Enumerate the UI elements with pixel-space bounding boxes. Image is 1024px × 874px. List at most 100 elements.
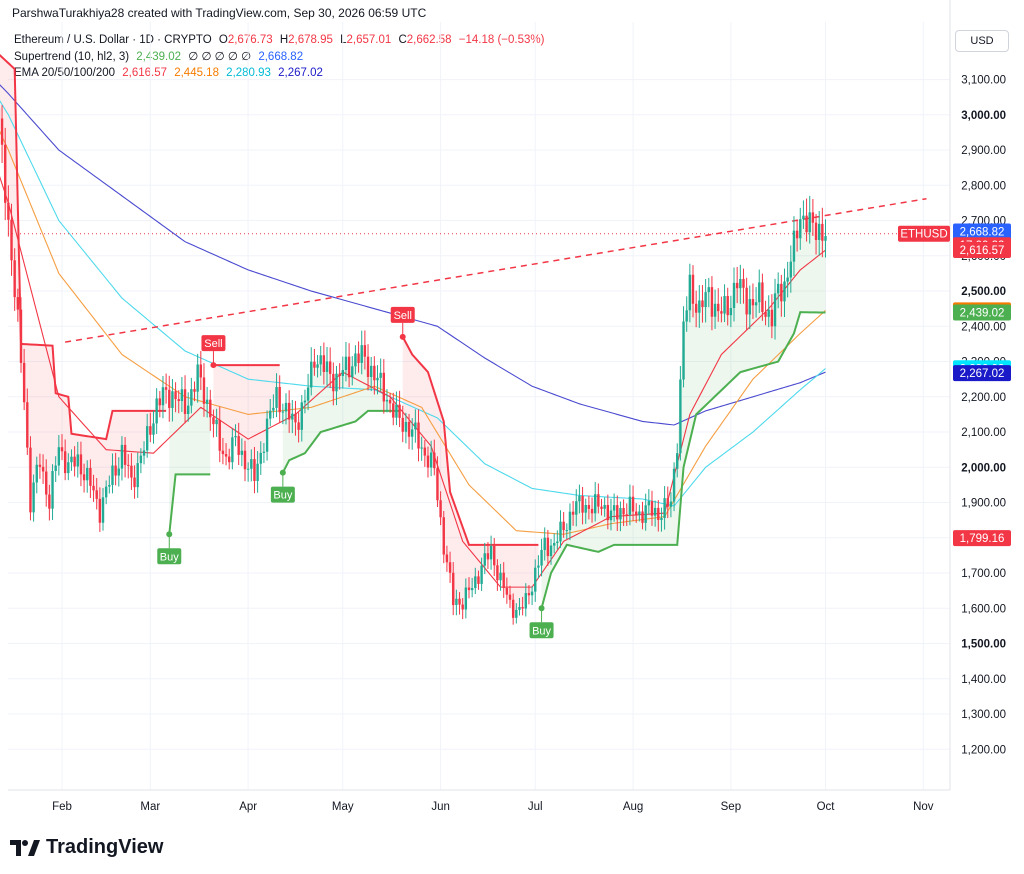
candle-body xyxy=(417,422,420,449)
candle xyxy=(597,483,600,514)
candle-body xyxy=(770,309,774,327)
legend-symbol[interactable]: Ethereum / U.S. Dollar · 1D · CRYPTO xyxy=(14,34,212,46)
candle-body xyxy=(568,511,572,531)
signal-box xyxy=(201,335,226,352)
candle-body xyxy=(291,413,294,420)
candle-body xyxy=(120,444,124,469)
candle-body xyxy=(735,282,739,289)
candle-body xyxy=(603,504,606,509)
candle-body xyxy=(38,464,42,467)
candle-body xyxy=(723,296,726,314)
candle xyxy=(246,462,250,482)
candle-body xyxy=(508,594,512,600)
candle-body xyxy=(196,364,199,392)
x-tick-label: Sep xyxy=(721,801,741,813)
candle-body xyxy=(250,459,253,469)
candle-body xyxy=(780,283,783,302)
candle xyxy=(685,296,688,332)
candle-body xyxy=(761,282,764,312)
candle-body xyxy=(60,447,64,452)
candle xyxy=(751,283,755,320)
candle-body xyxy=(587,504,591,509)
candle xyxy=(243,440,247,482)
candle-body xyxy=(720,311,723,314)
candle-body xyxy=(332,373,335,392)
legend-ema200: 2,267.02 xyxy=(278,67,323,79)
candle-body xyxy=(63,451,67,474)
candle xyxy=(805,198,808,242)
candle xyxy=(818,211,821,256)
candle xyxy=(48,484,51,521)
tradingview-logo[interactable]: TradingView xyxy=(10,836,163,859)
candle xyxy=(218,406,221,463)
candle xyxy=(180,376,184,412)
candle xyxy=(638,504,641,522)
candle xyxy=(63,439,67,481)
candle-body xyxy=(231,437,234,463)
candle-body xyxy=(575,501,578,515)
candle-body xyxy=(360,345,363,363)
candle-body xyxy=(275,387,278,408)
candle-body xyxy=(524,593,527,609)
tradingview-logo-text: TradingView xyxy=(46,836,164,858)
candle xyxy=(694,290,698,328)
candle xyxy=(483,542,486,575)
candle xyxy=(691,265,695,318)
legend-l-label: L xyxy=(340,34,347,46)
currency-selector[interactable]: USD xyxy=(955,30,1009,52)
candle-body xyxy=(663,498,666,518)
candle-body xyxy=(45,471,48,495)
candle-body xyxy=(259,452,262,464)
candle-body xyxy=(319,355,322,365)
candle xyxy=(515,603,518,624)
candle xyxy=(0,105,4,163)
candle xyxy=(158,390,162,418)
candle xyxy=(281,403,285,425)
candle-body xyxy=(253,459,256,481)
candle xyxy=(60,434,64,461)
candle-body xyxy=(379,372,382,378)
candle-body xyxy=(483,553,486,566)
signal-box xyxy=(270,486,295,503)
candle-body xyxy=(187,405,190,414)
candle xyxy=(127,454,130,479)
candle xyxy=(108,475,111,494)
candle-body xyxy=(628,496,632,515)
legend-ema-label[interactable]: EMA 20/50/100/200 xyxy=(14,67,116,79)
candle xyxy=(313,348,316,376)
candle-body xyxy=(139,455,143,464)
candle-body xyxy=(351,366,354,378)
candle xyxy=(319,345,322,376)
candle xyxy=(183,375,187,424)
candle xyxy=(612,493,616,522)
candle xyxy=(688,263,692,323)
candle xyxy=(392,392,395,426)
candle xyxy=(357,341,360,373)
candle-body xyxy=(123,444,127,465)
candle-body xyxy=(474,576,477,589)
chart-grid xyxy=(8,22,950,790)
candle xyxy=(228,448,231,470)
candle-body xyxy=(502,572,505,588)
candle xyxy=(388,392,392,413)
candle xyxy=(29,436,32,521)
candle-body xyxy=(392,403,395,418)
candle xyxy=(732,267,736,322)
symbol-badge: ETHUSD xyxy=(898,225,950,242)
candle xyxy=(86,460,89,493)
candle-body xyxy=(600,506,603,509)
candle-body xyxy=(518,607,521,610)
candle-body xyxy=(688,274,692,311)
candle-body xyxy=(546,537,550,557)
price-label-text: 2,668.82 xyxy=(960,227,1005,239)
candle xyxy=(369,356,373,392)
candle-body xyxy=(666,498,669,507)
candle-body xyxy=(549,545,553,557)
legend-supertrend-label[interactable]: Supertrend (10, hl2, 3) xyxy=(14,50,130,63)
candle-body xyxy=(22,362,26,403)
candle xyxy=(773,278,777,340)
candle-body xyxy=(117,468,120,476)
candle-body xyxy=(818,223,821,240)
candle-body xyxy=(543,537,546,550)
